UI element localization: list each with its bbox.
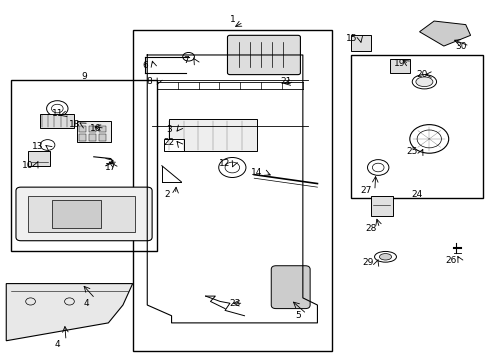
Bar [351,35,370,51]
Text: 5: 5 [294,311,300,320]
Text: 20: 20 [415,70,427,79]
Text: 9: 9 [81,72,87,81]
Text: 30: 30 [454,41,466,50]
Text: 23: 23 [228,299,240,308]
Bar [169,119,256,152]
Text: 15: 15 [345,35,357,44]
Bar [132,30,331,351]
Text: 16: 16 [90,124,102,133]
Bar [77,121,111,143]
Polygon shape [6,284,132,341]
Bar [11,80,157,251]
Bar [52,201,101,228]
Text: 19: 19 [393,59,405,68]
Text: 10: 10 [22,161,34,170]
Bar [79,126,86,132]
Text: 4: 4 [83,299,89,308]
Bar [79,134,86,141]
Text: 4: 4 [54,340,60,349]
Ellipse shape [379,253,391,260]
Bar [99,126,106,132]
Ellipse shape [415,77,432,87]
Text: 26: 26 [445,256,456,265]
FancyBboxPatch shape [16,187,152,241]
Text: 6: 6 [142,61,147,70]
Text: 29: 29 [362,258,373,267]
FancyBboxPatch shape [271,266,309,309]
Bar [89,134,96,141]
Text: 11: 11 [51,109,63,118]
Text: 24: 24 [410,190,422,199]
FancyBboxPatch shape [227,35,300,75]
Bar [40,114,74,128]
Text: 13: 13 [32,141,43,150]
Text: 3: 3 [166,126,172,135]
Text: 1: 1 [229,15,235,24]
Text: 8: 8 [146,77,152,86]
Text: 27: 27 [360,186,371,195]
Text: 14: 14 [250,168,262,177]
Text: 2: 2 [163,190,169,199]
Polygon shape [419,21,469,46]
Bar [89,126,96,132]
Text: 17: 17 [105,163,116,172]
Bar [28,152,50,166]
Bar [351,55,482,198]
Ellipse shape [411,75,436,89]
Ellipse shape [374,251,396,262]
Bar [164,139,183,152]
Bar [28,196,135,232]
Text: 18: 18 [68,120,80,129]
Text: 12: 12 [219,159,230,168]
Bar [370,196,392,216]
Text: 21: 21 [280,77,291,86]
Bar [389,59,409,73]
Text: 22: 22 [163,138,174,147]
Bar [99,134,106,141]
Text: 25: 25 [406,147,417,156]
Text: 7: 7 [183,56,189,65]
Text: 28: 28 [365,224,376,233]
